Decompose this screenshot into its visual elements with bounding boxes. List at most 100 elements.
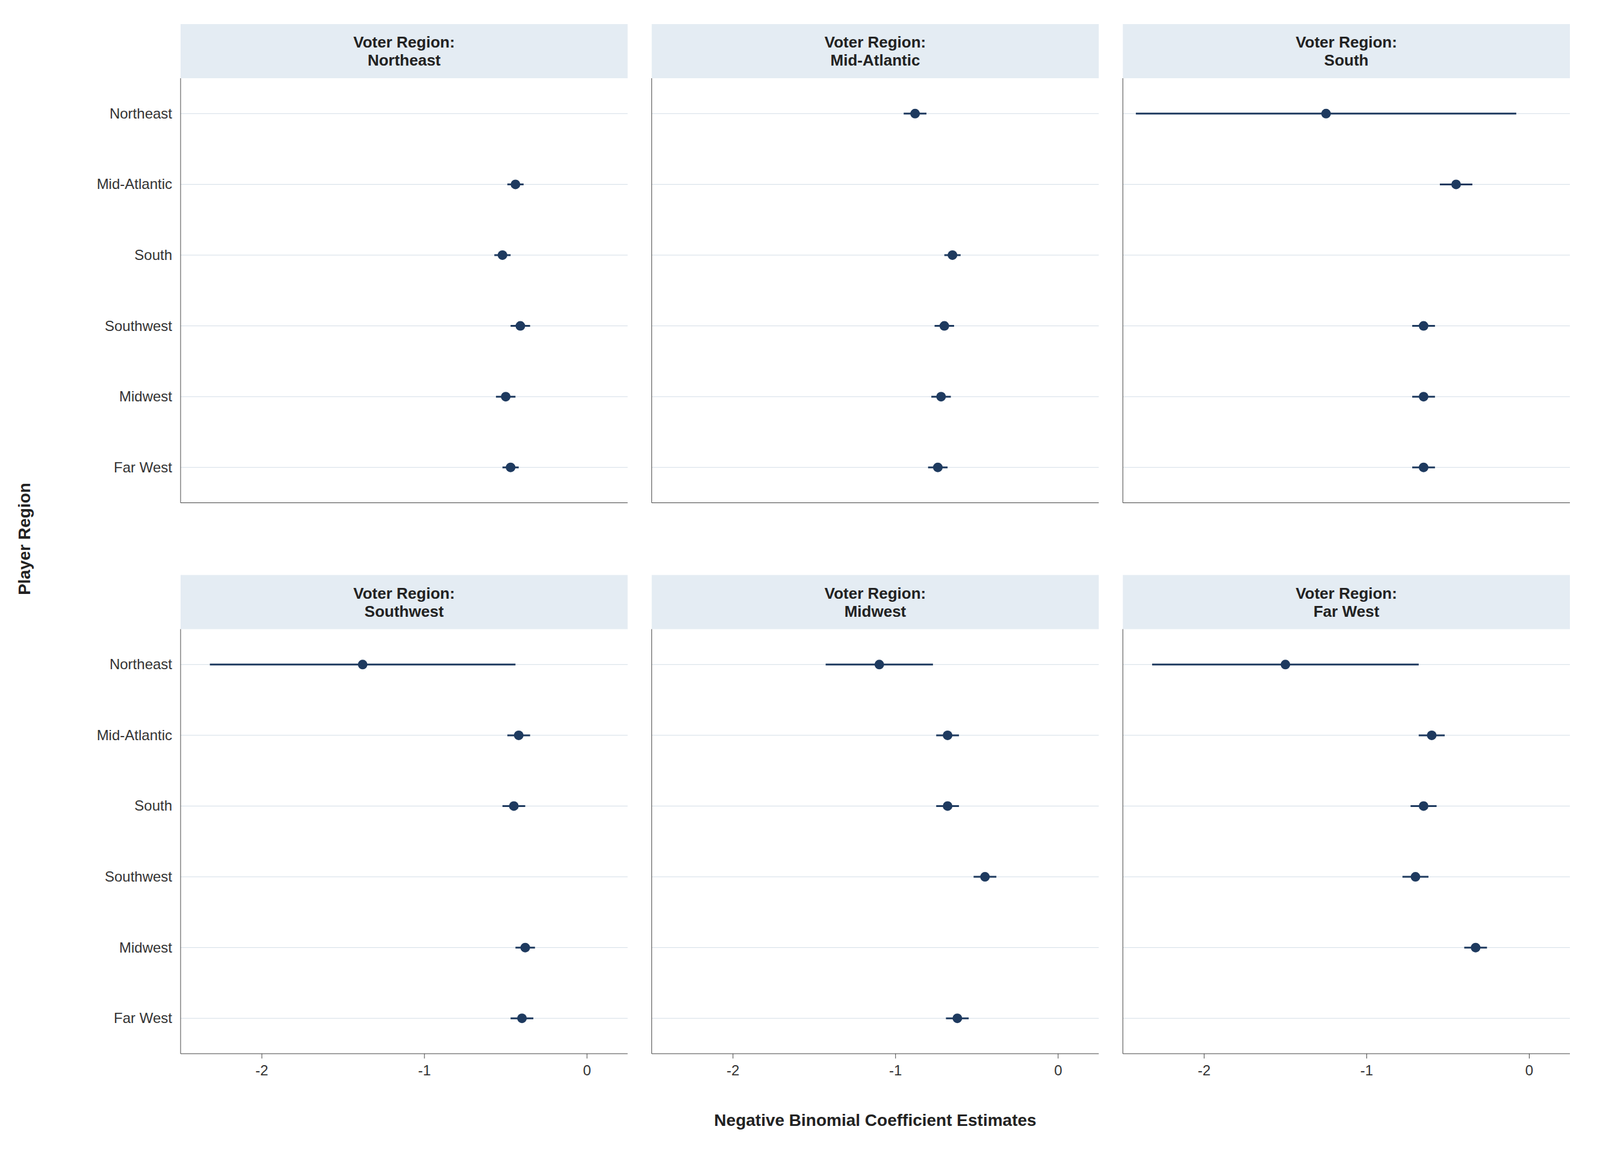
x-tick-label: -1 [889,1062,902,1079]
y-tick-label: Southwest [104,868,173,885]
coefficient-dot [952,1013,962,1024]
y-axis-line [180,78,182,504]
panel-title-line: Voter Region: [353,33,456,52]
grid-line [1122,184,1570,185]
y-tick-label: Southwest [104,317,173,335]
y-tick-label: Northeast [109,105,173,122]
panel: Voter Region:Far West-2-10 [1122,575,1570,1080]
grid-line [651,947,1100,949]
y-axis-label: Player Region [15,482,34,596]
coefficient-dot [1280,659,1290,670]
y-tick-label: Mid-Atlantic [96,727,173,744]
x-tick [424,1054,425,1059]
grid-line [651,467,1100,468]
grid-line [180,184,628,185]
coefficient-dot [1418,462,1429,473]
grid-line [180,734,628,736]
coefficient-dot [505,462,516,473]
y-axis-line [1122,629,1124,1055]
panel-title-line: Mid-Atlantic [830,51,921,70]
x-axis-line [1122,502,1570,504]
grid-line [1122,734,1570,736]
panel-title: Voter Region:Far West [1295,584,1398,621]
coefficient-dot [510,179,521,190]
grid-line [180,806,628,807]
panel: Voter Region:South [1122,24,1570,504]
coefficient-dot [1426,730,1437,741]
coefficient-dot [942,801,953,811]
grid-line [180,113,628,114]
grid-line [1122,396,1570,398]
panel-title-line: Voter Region: [1295,33,1398,52]
y-tick-label: Mid-Atlantic [96,175,173,193]
panel-title-box [180,24,628,79]
grid-line [1122,1018,1570,1020]
x-tick [1528,1054,1530,1059]
panel-title-box [651,24,1100,79]
x-tick-label: -1 [417,1062,431,1079]
panel-title-line: South [1324,51,1369,70]
marks [210,659,536,1024]
coefficient-dot [910,108,920,119]
grid-line [651,396,1100,398]
x-tick-label: 0 [1525,1062,1534,1079]
coefficient-dot [500,391,511,402]
coefficient-dot [515,321,525,332]
x-axis-line [180,1054,628,1055]
coefficient-dot [936,391,946,402]
y-axis-line [651,78,652,504]
marks [1152,659,1487,953]
coefficient-dot [509,801,519,811]
panel-title-box [1122,575,1570,630]
x-axis-label: Negative Binomial Coefficient Estimates [713,1111,1036,1130]
x-tick-label: -2 [726,1062,740,1079]
grid-line [180,1018,628,1020]
x-axis-line [651,502,1100,504]
x-tick [586,1054,588,1059]
x-axis-line [1122,1054,1570,1055]
coefficient-dot [979,872,990,882]
panel: Voter Region:Mid-Atlantic [651,24,1100,504]
x-tick [261,1054,263,1059]
panel-title-line: Far West [1313,602,1380,621]
grid-line [180,325,628,327]
marks [494,179,530,472]
grid-line [180,947,628,949]
marks [1135,108,1517,473]
coefficient-dot [517,1013,527,1024]
y-tick-label: Northeast [109,656,173,673]
coefficient-dot [874,659,885,670]
grid-line [1122,325,1570,327]
grid-line [180,664,628,666]
x-tick [1366,1054,1368,1059]
y-axis-line [651,629,652,1055]
panel: Voter Region:SouthwestNortheastMid-Atlan… [96,575,628,1080]
panel-title: Voter Region:Northeast [353,33,456,70]
panel-title-line: Voter Region: [353,584,456,603]
y-tick-label: South [134,797,173,814]
panel-title-line: Midwest [844,602,907,621]
panel-title-box [180,575,628,630]
coefficient-dot [1418,391,1429,402]
x-tick-label: -1 [1360,1062,1374,1079]
coefficient-dot [933,462,943,473]
grid-line [651,254,1100,256]
coefficient-dot [520,943,531,953]
grid-line [1122,947,1570,949]
chart: Voter Region:NortheastNortheastMid-Atlan… [0,0,1600,1156]
grid-line [651,184,1100,185]
grid-line [1122,254,1570,256]
y-tick-label: Midwest [119,388,173,405]
x-tick [1057,1054,1059,1059]
panel-title: Voter Region:South [1295,33,1398,70]
panel: Voter Region:Northeast Northeast Mid-Atlan… [96,24,628,504]
x-tick [895,1054,896,1059]
grid-line [1122,806,1570,807]
grid-line [180,467,628,468]
x-tick [1203,1054,1205,1059]
x-axis-line [180,502,628,504]
coefficient-dot [1410,872,1421,882]
panel-title: Voter Region:Southwest [353,584,456,621]
coefficient-dot [1321,108,1331,119]
grid-line [1122,113,1570,114]
